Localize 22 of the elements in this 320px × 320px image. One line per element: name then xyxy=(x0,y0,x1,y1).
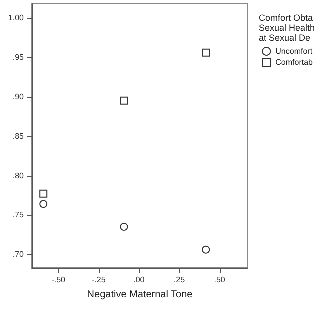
legend-title: Comfort Obta Sexual Health at Sexual De xyxy=(258,13,316,43)
legend-label: Uncomfort xyxy=(276,47,314,56)
point xyxy=(120,223,128,232)
point xyxy=(202,48,210,57)
point xyxy=(120,96,128,105)
x-tick-label: .25 xyxy=(174,276,186,284)
point xyxy=(40,200,48,208)
y-tick-label: .75 xyxy=(12,210,25,220)
y-tick-label: .90 xyxy=(12,92,25,102)
y-tick-label: .85 xyxy=(12,132,25,141)
x-tick-label: -.25 xyxy=(92,276,106,284)
y-tick-label: .95 xyxy=(12,53,25,62)
legend-label: Comfortab xyxy=(276,58,314,67)
point xyxy=(202,246,210,254)
x-tick-label: .50 xyxy=(214,276,226,284)
y-tick-label: 1.00 xyxy=(8,14,25,23)
point xyxy=(40,190,48,198)
x-tick-label: -.50 xyxy=(52,276,66,284)
y-tick-label: .80 xyxy=(12,171,25,180)
x-tick-label: .00 xyxy=(134,276,146,284)
x-axis-title: Negative Maternal Tone xyxy=(87,290,194,300)
y-tick-label: .70 xyxy=(12,250,25,260)
